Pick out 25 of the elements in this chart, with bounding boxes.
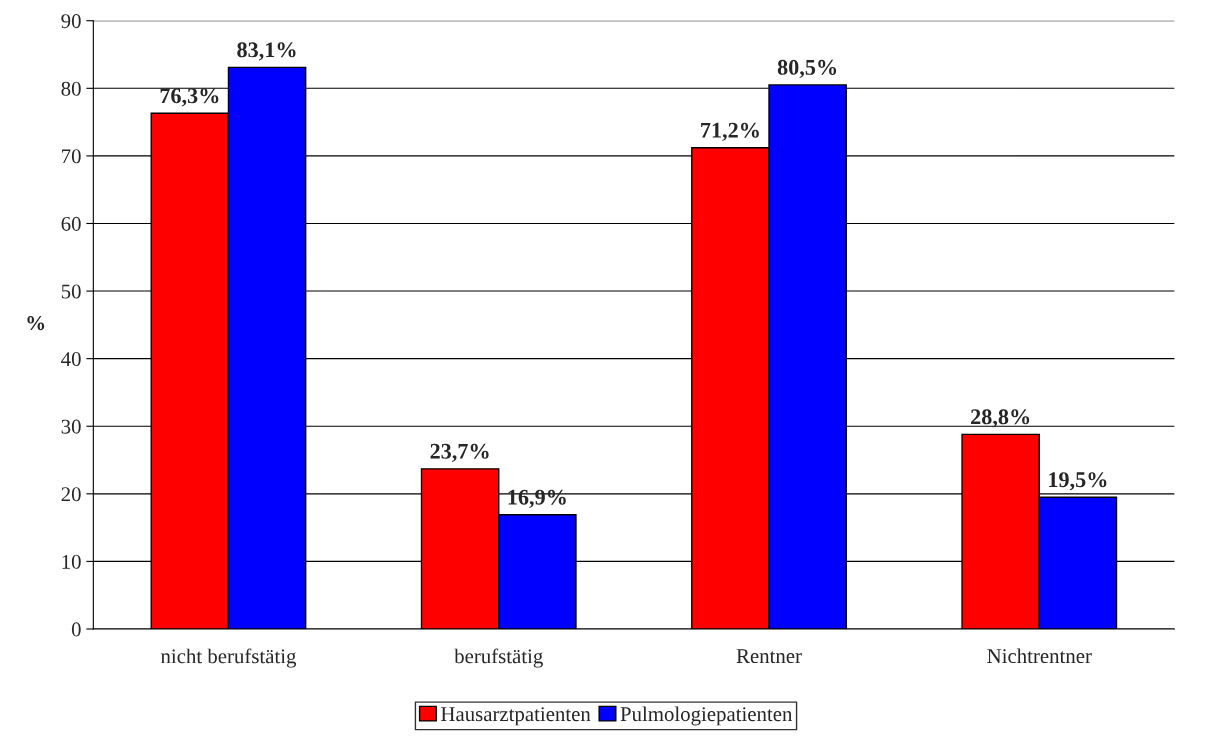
y-tick-label: 50 [61, 284, 81, 299]
y-tick-label: 0 [71, 622, 81, 637]
y-tick-label: 10 [62, 554, 81, 569]
data-label: 28,8% [971, 409, 1030, 428]
y-tick-label: 70 [62, 149, 81, 164]
data-label: 76,3% [160, 88, 219, 107]
y-tick-label: 90 [61, 14, 81, 29]
x-tick-label: berufstätig [454, 648, 543, 668]
data-label: 23,7% [430, 443, 489, 462]
data-label: 80,5% [777, 59, 837, 79]
y-axis-title: % [27, 316, 45, 331]
legend-label: Pulmologiepatienten [620, 706, 793, 726]
data-label: 19,5% [1049, 472, 1107, 491]
data-label: 71,2% [701, 122, 759, 141]
y-tick-label: 20 [61, 487, 81, 502]
y-tick-label: 30 [61, 419, 81, 434]
y-tick-label: 40 [61, 352, 81, 367]
data-label: 83,1% [237, 42, 296, 61]
x-tick-label: Nichtrentner [987, 648, 1092, 664]
legend-label: Hausarztpatienten [441, 707, 591, 726]
y-tick-label: 80 [61, 81, 81, 96]
y-tick-label: 60 [61, 216, 81, 231]
x-tick-label: nicht berufstätig [160, 648, 297, 668]
x-tick-label: Rentner [736, 649, 802, 664]
data-label: 16,9% [508, 489, 566, 508]
